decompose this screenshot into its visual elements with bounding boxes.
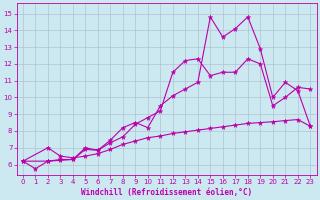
X-axis label: Windchill (Refroidissement éolien,°C): Windchill (Refroidissement éolien,°C)	[81, 188, 252, 197]
